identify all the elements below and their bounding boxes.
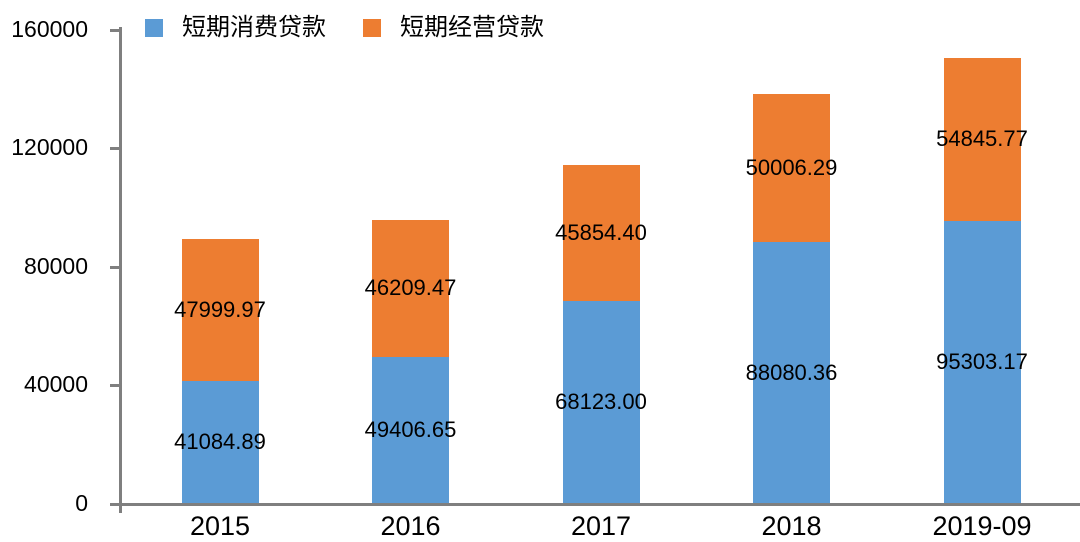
y-axis-tick xyxy=(110,28,119,32)
legend-item-short-term-consumer-loans: 短期消费贷款 xyxy=(145,15,326,41)
bar-value-label: 41084.89 xyxy=(174,429,266,455)
x-axis-line xyxy=(119,503,1080,506)
y-axis-tick xyxy=(110,147,119,150)
legend-label-short-term-consumer-loans: 短期消费贷款 xyxy=(182,14,326,41)
bar-segment-business-2019-09 xyxy=(943,58,1021,221)
bar-segment-consumer-2017 xyxy=(562,301,640,503)
legend-item-short-term-business-loans: 短期经营贷款 xyxy=(363,15,544,41)
bar-value-label: 46209.47 xyxy=(364,275,457,301)
y-axis-tick xyxy=(110,384,119,387)
y-axis-tick xyxy=(110,265,119,269)
y-axis-label: 120000 xyxy=(11,134,88,160)
bar-segment-consumer-2019-09 xyxy=(943,220,1021,503)
legend-swatch-blue-icon xyxy=(145,19,163,37)
x-axis-label-2015: 2015 xyxy=(189,510,251,541)
y-axis-label: 80000 xyxy=(24,252,88,279)
y-axis-line xyxy=(119,27,122,513)
bar-segment-consumer-2018 xyxy=(753,242,830,503)
bar-value-label: 47999.97 xyxy=(174,297,266,323)
x-axis-label-2016: 2016 xyxy=(380,510,441,541)
bar-value-label: 49406.65 xyxy=(364,416,457,442)
bar-segment-business-2017 xyxy=(562,165,640,302)
x-axis-label-2017: 2017 xyxy=(570,510,632,541)
bar-value-label: 95303.17 xyxy=(936,348,1028,374)
bar-value-label: 54845.77 xyxy=(936,126,1028,152)
bar-segment-business-2015 xyxy=(181,239,259,382)
bar-segment-consumer-2016 xyxy=(372,356,449,503)
bar-segment-business-2016 xyxy=(372,219,449,357)
bar-value-label: 50006.29 xyxy=(745,154,838,180)
y-axis-tick xyxy=(110,502,119,506)
legend: 短期消费贷款 短期经营贷款 xyxy=(0,15,1080,41)
y-axis-label: 0 xyxy=(75,489,88,516)
bar-value-label: 68123.00 xyxy=(555,389,647,415)
y-axis-label: 40000 xyxy=(24,371,88,397)
bar-segment-business-2018 xyxy=(753,93,830,243)
y-axis-label: 160000 xyxy=(11,15,88,42)
x-axis-label-2019-09: 2019-09 xyxy=(932,510,1032,541)
x-axis-label-2018: 2018 xyxy=(761,510,822,541)
legend-label-short-term-business-loans: 短期经营贷款 xyxy=(400,14,544,41)
bar-segment-consumer-2015 xyxy=(181,381,259,503)
legend-swatch-orange-icon xyxy=(363,19,381,37)
bar-value-label: 88080.36 xyxy=(745,359,838,385)
bar-value-label: 45854.40 xyxy=(555,220,647,246)
